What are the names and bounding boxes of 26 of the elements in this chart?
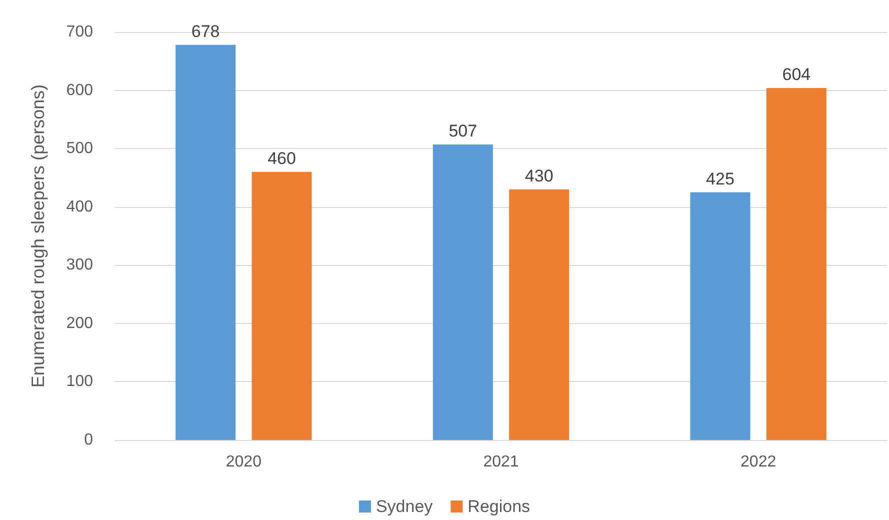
- data-label: 507: [448, 121, 478, 140]
- data-label: 678: [191, 22, 220, 41]
- y-tick-label: 600: [66, 82, 94, 99]
- data-label: 604: [782, 64, 811, 84]
- y-tick-label: 500: [66, 140, 94, 158]
- y-tick-label: 200: [66, 314, 94, 332]
- bar: [690, 192, 750, 440]
- x-tick-label: 2022: [740, 454, 776, 470]
- data-label: 430: [524, 166, 554, 186]
- y-axis-title: Enumerated rough sleepers (persons): [28, 84, 48, 388]
- y-tick-label: 100: [66, 373, 94, 390]
- bar: [252, 172, 312, 440]
- bar: [176, 44, 236, 440]
- data-label: 425: [706, 169, 734, 188]
- bar: [509, 189, 570, 440]
- data-label: 460: [268, 148, 296, 168]
- bar: [766, 88, 826, 440]
- legend-label: Regions: [468, 497, 530, 516]
- y-tick-label: 300: [66, 256, 94, 274]
- legend-label: Sydney: [376, 497, 434, 516]
- y-tick-label: 0: [84, 432, 94, 448]
- bar: [432, 144, 493, 440]
- x-tick-label: 2021: [483, 454, 519, 470]
- y-tick-label: 700: [66, 24, 94, 40]
- y-tick-label: 400: [66, 198, 94, 216]
- x-tick-label: 2020: [226, 454, 262, 470]
